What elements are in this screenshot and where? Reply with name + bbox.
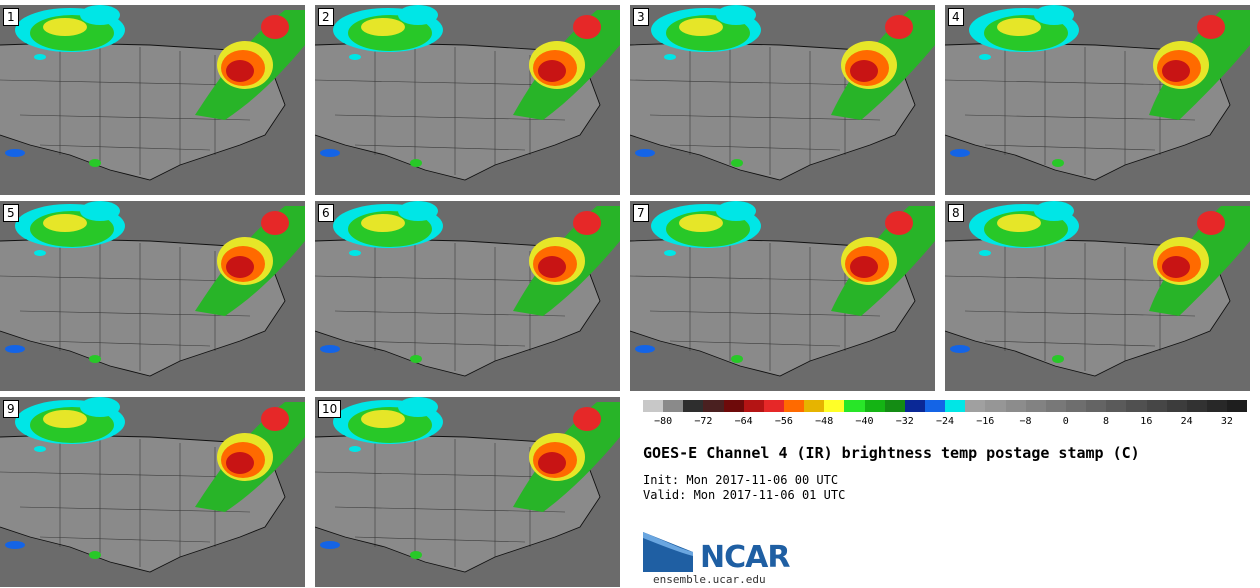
colorbar-swatch: [844, 400, 865, 412]
ir-satellite-map: [630, 201, 935, 391]
colorbar-swatch: [985, 400, 1006, 412]
ir-satellite-map: [945, 201, 1250, 391]
panel-label: 3: [633, 8, 649, 26]
colorbar-swatch: [1086, 400, 1107, 412]
colorbar-tick-label: −40: [855, 416, 874, 427]
colorbar-tick-label: 8: [1103, 416, 1110, 427]
panel-label: 10: [318, 400, 342, 418]
colorbar-swatch: [1186, 400, 1207, 412]
colorbar-tick-label: −8: [1019, 416, 1032, 427]
colorbar-swatch: [1227, 400, 1248, 412]
colorbar-swatch: [1106, 400, 1127, 412]
panel-label: 5: [3, 204, 19, 222]
ir-satellite-map: [315, 5, 620, 195]
panel-label: 4: [948, 8, 964, 26]
temperature-colorbar: [643, 400, 1248, 412]
colorbar-swatch: [864, 400, 885, 412]
map-panel-4: 4: [945, 5, 1250, 195]
panel-label: 6: [318, 204, 334, 222]
colorbar-tick-label: −48: [815, 416, 834, 427]
map-panel-3: 3: [630, 5, 935, 195]
colorbar-swatch: [945, 400, 966, 412]
colorbar-swatch: [1005, 400, 1026, 412]
logo-wordmark: NCAR: [700, 540, 790, 575]
map-panel-6: 6: [315, 201, 620, 391]
colorbar-tick-label: −16: [976, 416, 995, 427]
colorbar-tick-label: −64: [734, 416, 753, 427]
logo-url: ensemble.ucar.edu: [653, 573, 766, 586]
colorbar-tick-label: 0: [1062, 416, 1069, 427]
colorbar-swatch: [1206, 400, 1228, 412]
panel-label: 8: [948, 204, 964, 222]
colorbar-swatch: [904, 400, 925, 412]
colorbar-swatch: [1126, 400, 1147, 412]
colorbar-swatch: [703, 400, 724, 412]
colorbar-swatch: [1146, 400, 1167, 412]
panel-label: 9: [3, 400, 19, 418]
ir-satellite-map: [315, 397, 620, 587]
ir-satellite-map: [0, 397, 305, 587]
colorbar-swatch: [1025, 400, 1046, 412]
colorbar-tick-label: 24: [1180, 416, 1193, 427]
colorbar-tick-label: −72: [694, 416, 713, 427]
ir-satellite-map: [0, 201, 305, 391]
panel-label: 1: [3, 8, 19, 26]
map-panel-5: 5: [0, 201, 305, 391]
colorbar-swatch: [824, 400, 845, 412]
ir-satellite-map: [630, 5, 935, 195]
colorbar-tick-label: 32: [1220, 416, 1233, 427]
colorbar-swatch: [1166, 400, 1187, 412]
colorbar-tick-label: −56: [774, 416, 793, 427]
map-panel-9: 9: [0, 397, 305, 587]
ir-satellite-map: [0, 5, 305, 195]
ir-satellite-map: [315, 201, 620, 391]
colorbar-swatch: [884, 400, 905, 412]
colorbar-swatch: [663, 400, 684, 412]
figure-title: GOES-E Channel 4 (IR) brightness temp po…: [643, 444, 1140, 462]
colorbar-swatch: [1045, 400, 1066, 412]
ncar-logo-icon: [643, 532, 693, 572]
panel-label: 7: [633, 204, 649, 222]
colorbar-swatch: [804, 400, 825, 412]
colorbar-swatch: [743, 400, 764, 412]
colorbar-tick-label: −32: [895, 416, 914, 427]
colorbar-swatch: [924, 400, 946, 412]
map-panel-7: 7: [630, 201, 935, 391]
colorbar-tick-label: −24: [935, 416, 955, 427]
colorbar-swatch: [965, 400, 986, 412]
map-panel-1: 1: [0, 5, 305, 195]
map-panel-10: 10: [315, 397, 620, 587]
colorbar-swatch: [723, 400, 744, 412]
colorbar-tick-label: 16: [1140, 416, 1153, 427]
colorbar-swatch: [783, 400, 805, 412]
map-panel-8: 8: [945, 201, 1250, 391]
panel-label: 2: [318, 8, 334, 26]
ir-satellite-map: [945, 5, 1250, 195]
colorbar-swatch: [643, 400, 664, 412]
colorbar-tick-label: −80: [654, 416, 673, 427]
colorbar-swatch: [683, 400, 704, 412]
map-panel-2: 2: [315, 5, 620, 195]
init-time: Init: Mon 2017-11-06 00 UTC: [643, 473, 839, 487]
colorbar-swatch: [763, 400, 784, 412]
colorbar-ticks: −80 −72 −64 −56 −48 −40 −32 −24 −16 −8 0 8 16 24 32: [643, 416, 1247, 430]
valid-time: Valid: Mon 2017-11-06 01 UTC: [643, 488, 846, 502]
colorbar-swatch: [1065, 400, 1087, 412]
